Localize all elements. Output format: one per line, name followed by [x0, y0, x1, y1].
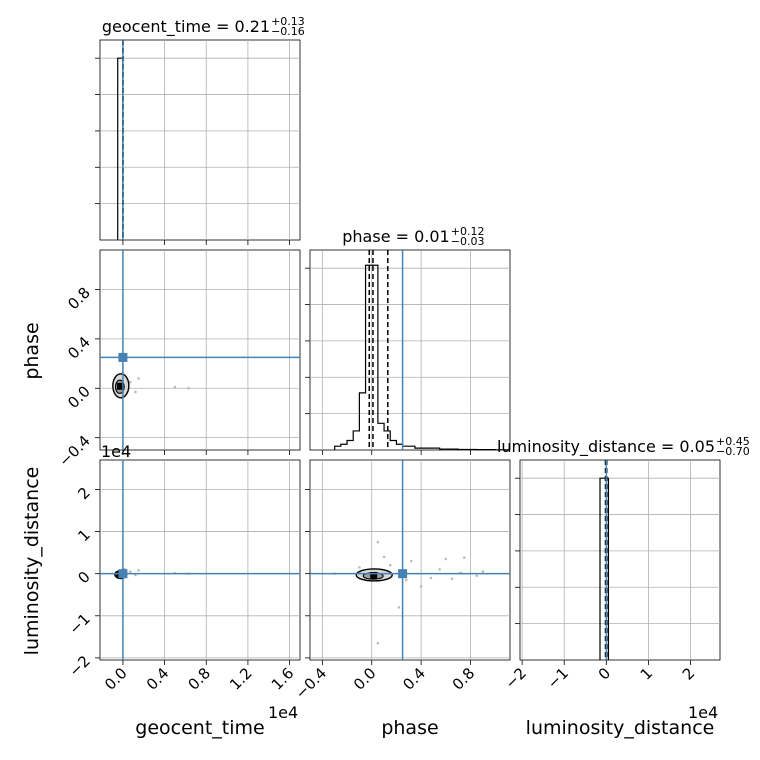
panel-phase-vs-luminosity-distance-sample-6 [429, 576, 433, 580]
panel-phase-vs-luminosity-distance-sample-15 [419, 585, 423, 588]
panel-geocent-time-vs-luminosity-distance-truth-marker [118, 569, 128, 579]
panel-geocent-time-vs-phase-yticklabel-2: 0.4 [64, 333, 94, 363]
panel-geocent-time-vs-phase: −0.4 0.0 0.4 0.8 [55, 249, 301, 470]
hist-luminosity-distance-xticklabel-3: 1 [637, 664, 656, 683]
panel-geocent-time-vs-phase-sample-3 [137, 377, 140, 380]
hist-phase-step [334, 264, 509, 451]
title-1-lower-error: −0.03 [451, 235, 485, 248]
panel-geocent-time-vs-phase-yticklabel-1: 0.0 [64, 382, 94, 412]
hist-geocent-time-step [117, 57, 124, 240]
title-2-upper-error: +0.45 [716, 435, 750, 448]
panel-geocent-time-vs-phase-truth-marker [118, 352, 128, 362]
offset-luminosity-distance-x: 1e4 [688, 703, 718, 722]
panel-geocent-time-vs-phase-yticklabel-3: 0.8 [64, 284, 94, 314]
hist-luminosity-distance-xticklabel-1: −1 [544, 664, 572, 692]
panel-phase-vs-luminosity-distance-xticklabel-3: 0.8 [449, 664, 479, 694]
hist-luminosity-distance-frame [519, 459, 721, 661]
panel-geocent-time-vs-phase-frame [99, 249, 301, 451]
panel-phase-vs-luminosity-distance-sample-14 [397, 606, 401, 609]
xlabel-luminosity-distance: luminosity_distance [526, 717, 715, 739]
panel-phase-vs-luminosity-distance-sample-5 [438, 568, 441, 571]
panel-geocent-time-vs-luminosity-distance-xticklabel-0: 0.0 [101, 664, 131, 694]
hist-luminosity-distance: −2 −1 0 1 2 [502, 459, 721, 692]
panel-phase-vs-luminosity-distance-xticklabel-1: 0.0 [350, 664, 380, 694]
panel-geocent-time-vs-luminosity-distance-yticklabel-0: −2 [65, 652, 93, 680]
panel-phase-vs-luminosity-distance-sample-4 [463, 556, 466, 559]
panel-phase-vs-luminosity-distance-sample-9 [475, 574, 478, 578]
plot-panels: +0.13−0.16 +0.12−0.03 +0.45−0.70 −2 −1 0 1 2 −0.… [55, 15, 749, 703]
panel-geocent-time-vs-phase-sample-7 [134, 390, 137, 394]
title-geocent-time: geocent_time = 0.21 [102, 17, 270, 37]
hist-phase [305, 249, 511, 455]
panel-geocent-time-vs-luminosity-distance-yticklabel-3: 1 [74, 526, 93, 545]
panel-phase-vs-luminosity-distance-sample-16 [388, 563, 392, 567]
hist-luminosity-distance-xticklabel-4: 2 [679, 664, 698, 683]
panel-phase-vs-luminosity-distance-frame [309, 459, 511, 661]
panel-geocent-time-vs-phase-yticklabel-0: −0.4 [55, 432, 93, 470]
panel-geocent-time-vs-luminosity-distance-yticklabel-2: 0 [74, 568, 93, 587]
ylabel-phase: phase [21, 322, 43, 379]
panel-geocent-time-vs-luminosity-distance-sample-3 [137, 569, 140, 572]
panel-geocent-time-vs-phase-sample-4 [173, 385, 177, 389]
title-phase: phase = 0.01 [342, 227, 449, 246]
hist-luminosity-distance-step [599, 477, 610, 660]
panel-phase-vs-luminosity-distance-sample-1 [382, 555, 386, 559]
panel-geocent-time-vs-luminosity-distance-yticklabel-4: 2 [74, 484, 93, 503]
xlabel-phase: phase [381, 717, 438, 739]
panel-geocent-time-vs-phase-sample-2 [128, 380, 132, 384]
panel-phase-vs-luminosity-distance-sample-7 [450, 577, 454, 581]
panel-phase-vs-luminosity-distance-xticklabel-0: −0.4 [292, 664, 330, 702]
offset-luminosity-distance-y: 1e4 [101, 442, 131, 461]
title-luminosity-distance: luminosity_distance = 0.05 [497, 437, 715, 457]
hist-luminosity-distance-xticklabel-0: −2 [502, 664, 530, 692]
panel-phase-vs-luminosity-distance-sample-10 [481, 570, 485, 573]
panel-phase-vs-luminosity-distance-sample-17 [404, 578, 408, 582]
panel-geocent-time-vs-luminosity-distance-yticklabel-1: −1 [65, 610, 93, 638]
panel-phase-vs-luminosity-distance-peak [370, 571, 378, 579]
panel-phase-vs-luminosity-distance-sample-11 [358, 566, 361, 569]
panel-geocent-time-vs-phase-peak [116, 382, 124, 390]
panel-geocent-time-vs-phase-sample-5 [187, 386, 190, 390]
title-2-lower-error: −0.70 [716, 445, 750, 458]
title-1-upper-error: +0.12 [451, 225, 485, 238]
hist-geocent-time-frame [99, 39, 301, 241]
panel-geocent-time-vs-luminosity-distance-frame [99, 459, 301, 661]
hist-geocent-time [95, 39, 301, 245]
title-0-lower-error: −0.16 [271, 25, 305, 38]
hist-phase-frame [309, 249, 511, 451]
panel-phase-vs-luminosity-distance-sample-13 [376, 641, 380, 645]
panel-phase-vs-luminosity-distance-xticklabel-2: 0.4 [399, 664, 429, 694]
panel-phase-vs-luminosity-distance-truth-marker [398, 569, 408, 579]
offset-geocent-time-x: 1e4 [268, 703, 298, 722]
panel-phase-vs-luminosity-distance: −0.4 0.0 0.4 0.8 [292, 459, 511, 703]
panel-geocent-time-vs-luminosity-distance-xticklabel-1: 0.4 [143, 664, 173, 694]
panel-geocent-time-vs-luminosity-distance-sample-2 [128, 570, 132, 573]
xlabel-geocent-time: geocent_time [135, 717, 264, 739]
ylabel-luminosity-distance: luminosity_distance [21, 467, 43, 656]
hist-luminosity-distance-xticklabel-2: 0 [595, 664, 614, 683]
panel-geocent-time-vs-luminosity-distance-xticklabel-3: 1.2 [226, 664, 256, 694]
panel-geocent-time-vs-luminosity-distance-xticklabel-2: 0.8 [184, 664, 214, 694]
panel-phase-vs-luminosity-distance-sample-3 [444, 557, 448, 561]
panel-phase-vs-luminosity-distance-sample-0 [376, 540, 380, 544]
title-0-upper-error: +0.13 [271, 15, 305, 28]
panel-phase-vs-luminosity-distance-sample-2 [409, 559, 413, 563]
